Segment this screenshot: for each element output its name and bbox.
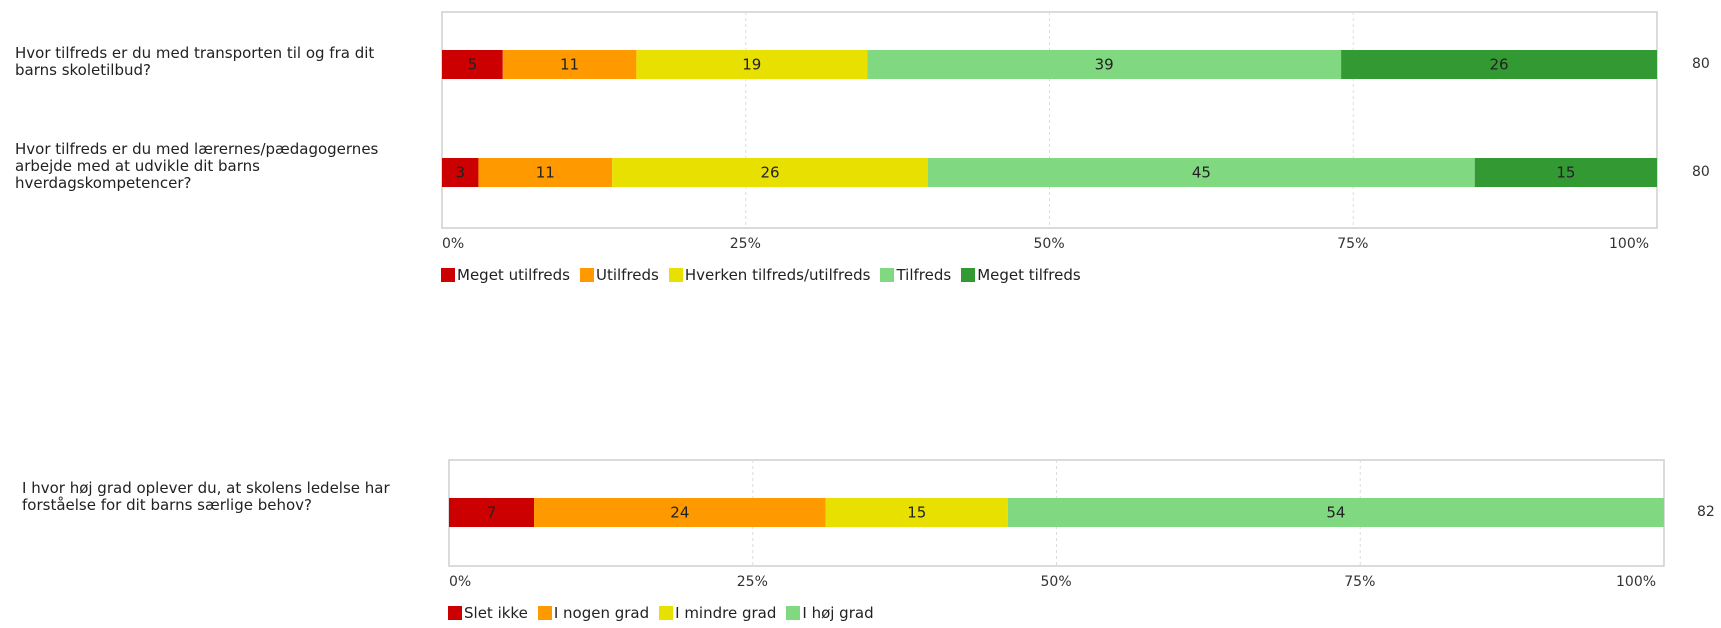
bar-segment[interactable] (636, 50, 868, 79)
chart-plot: 5 11 19 39 26 3 11 26 45 15 (441, 11, 1658, 229)
bar-value-label: 7 (487, 504, 497, 522)
x-tick-label: 100% (1609, 236, 1650, 252)
bar-value-label: 11 (536, 164, 555, 182)
legend-swatch (537, 606, 552, 620)
bar-segment[interactable] (1007, 498, 1664, 527)
legend-item[interactable]: Slet ikke (448, 604, 528, 622)
legend-item[interactable]: Utilfreds (579, 266, 659, 284)
legend-label: Utilfreds (595, 266, 659, 284)
bar-value-label: 24 (670, 504, 689, 522)
bar-value-label: 54 (1326, 504, 1345, 522)
bar-segment[interactable] (928, 158, 1475, 187)
bar-value-label: 5 (468, 56, 478, 74)
bar-segment[interactable] (449, 498, 535, 527)
legend-label: I mindre grad (675, 604, 777, 622)
bar-value-label: 11 (560, 56, 579, 74)
question-label: I hvor høj grad oplever du, at skolens l… (22, 479, 390, 514)
legend-swatch (961, 268, 976, 282)
bar-segment[interactable] (867, 50, 1342, 79)
bar-value-label: 39 (1095, 56, 1114, 74)
legend-swatch (786, 606, 801, 620)
legend: Meget utilfreds Utilfreds Hverken tilfreds… (441, 266, 1081, 284)
legend-item[interactable]: Hverken tilfreds/utilfreds (668, 266, 871, 284)
legend-swatch (668, 268, 683, 282)
x-tick-label: 100% (1616, 574, 1657, 590)
legend: Slet ikke I nogen grad I mindre grad I høj … (448, 604, 874, 622)
bar-segment[interactable] (478, 158, 613, 187)
legend-label: Meget utilfreds (457, 266, 570, 284)
question-label: Hvor tilfreds er du med transporten til … (15, 44, 375, 79)
legend-swatch (659, 606, 674, 620)
legend-label: I høj grad (802, 604, 874, 622)
bar-value-label: 15 (1556, 164, 1575, 182)
legend-item[interactable]: I nogen grad (537, 604, 650, 622)
bar-value-label: 26 (1490, 56, 1509, 74)
chart-2: 7 24 15 54 0% 25% 50% 75% 100% I hvor høj grad op… (0, 456, 1721, 628)
chart-plot: 7 24 15 54 (448, 459, 1665, 567)
x-tick-label: 50% (1040, 574, 1072, 590)
bar-segment[interactable] (442, 158, 479, 187)
legend-swatch (880, 268, 895, 282)
chart-1: 5 11 19 39 26 3 11 26 45 15 0% 25% 50% 75% 100% Hvor ti… (0, 0, 1721, 290)
bar-value-label: 3 (455, 164, 465, 182)
x-tick-label: 75% (1337, 236, 1369, 252)
legend-label: I nogen grad (553, 604, 650, 622)
legend-item[interactable]: Meget tilfreds (961, 266, 1081, 284)
respondent-total: 80 (1692, 164, 1710, 180)
x-tick-label: 0% (442, 236, 465, 252)
legend-swatch (579, 268, 594, 282)
bar-segment[interactable] (502, 50, 637, 79)
legend-item[interactable]: Tilfreds (880, 266, 951, 284)
legend-label: Tilfreds (896, 266, 952, 284)
respondent-total: 82 (1697, 504, 1715, 520)
legend-item[interactable]: I mindre grad (659, 604, 776, 622)
legend-label: Slet ikke (464, 604, 528, 622)
bar-value-label: 45 (1192, 164, 1211, 182)
x-tick-label: 0% (449, 574, 472, 590)
bar-segment[interactable] (534, 498, 826, 527)
question-label: Hvor tilfreds er du med lærernes/pædagog… (15, 140, 379, 192)
respondent-total: 80 (1692, 56, 1710, 72)
bar-segment[interactable] (612, 158, 928, 187)
bar-segment[interactable] (1474, 158, 1657, 187)
legend-item[interactable]: Meget utilfreds (441, 266, 570, 284)
bar-value-label: 15 (907, 504, 926, 522)
x-tick-label: 25% (736, 574, 768, 590)
bar-segment[interactable] (1341, 50, 1657, 79)
x-tick-label: 75% (1344, 574, 1376, 590)
legend-item[interactable]: I høj grad (786, 604, 874, 622)
x-tick-label: 50% (1033, 236, 1065, 252)
legend-label: Hverken tilfreds/utilfreds (684, 266, 871, 284)
bar-value-label: 26 (761, 164, 780, 182)
legend-swatch (448, 606, 462, 620)
bar-value-label: 19 (742, 56, 761, 74)
bar-segment[interactable] (442, 50, 503, 79)
legend-label: Meget tilfreds (977, 266, 1081, 284)
bar-segment[interactable] (825, 498, 1008, 527)
x-tick-label: 25% (729, 236, 761, 252)
legend-swatch (441, 268, 455, 282)
